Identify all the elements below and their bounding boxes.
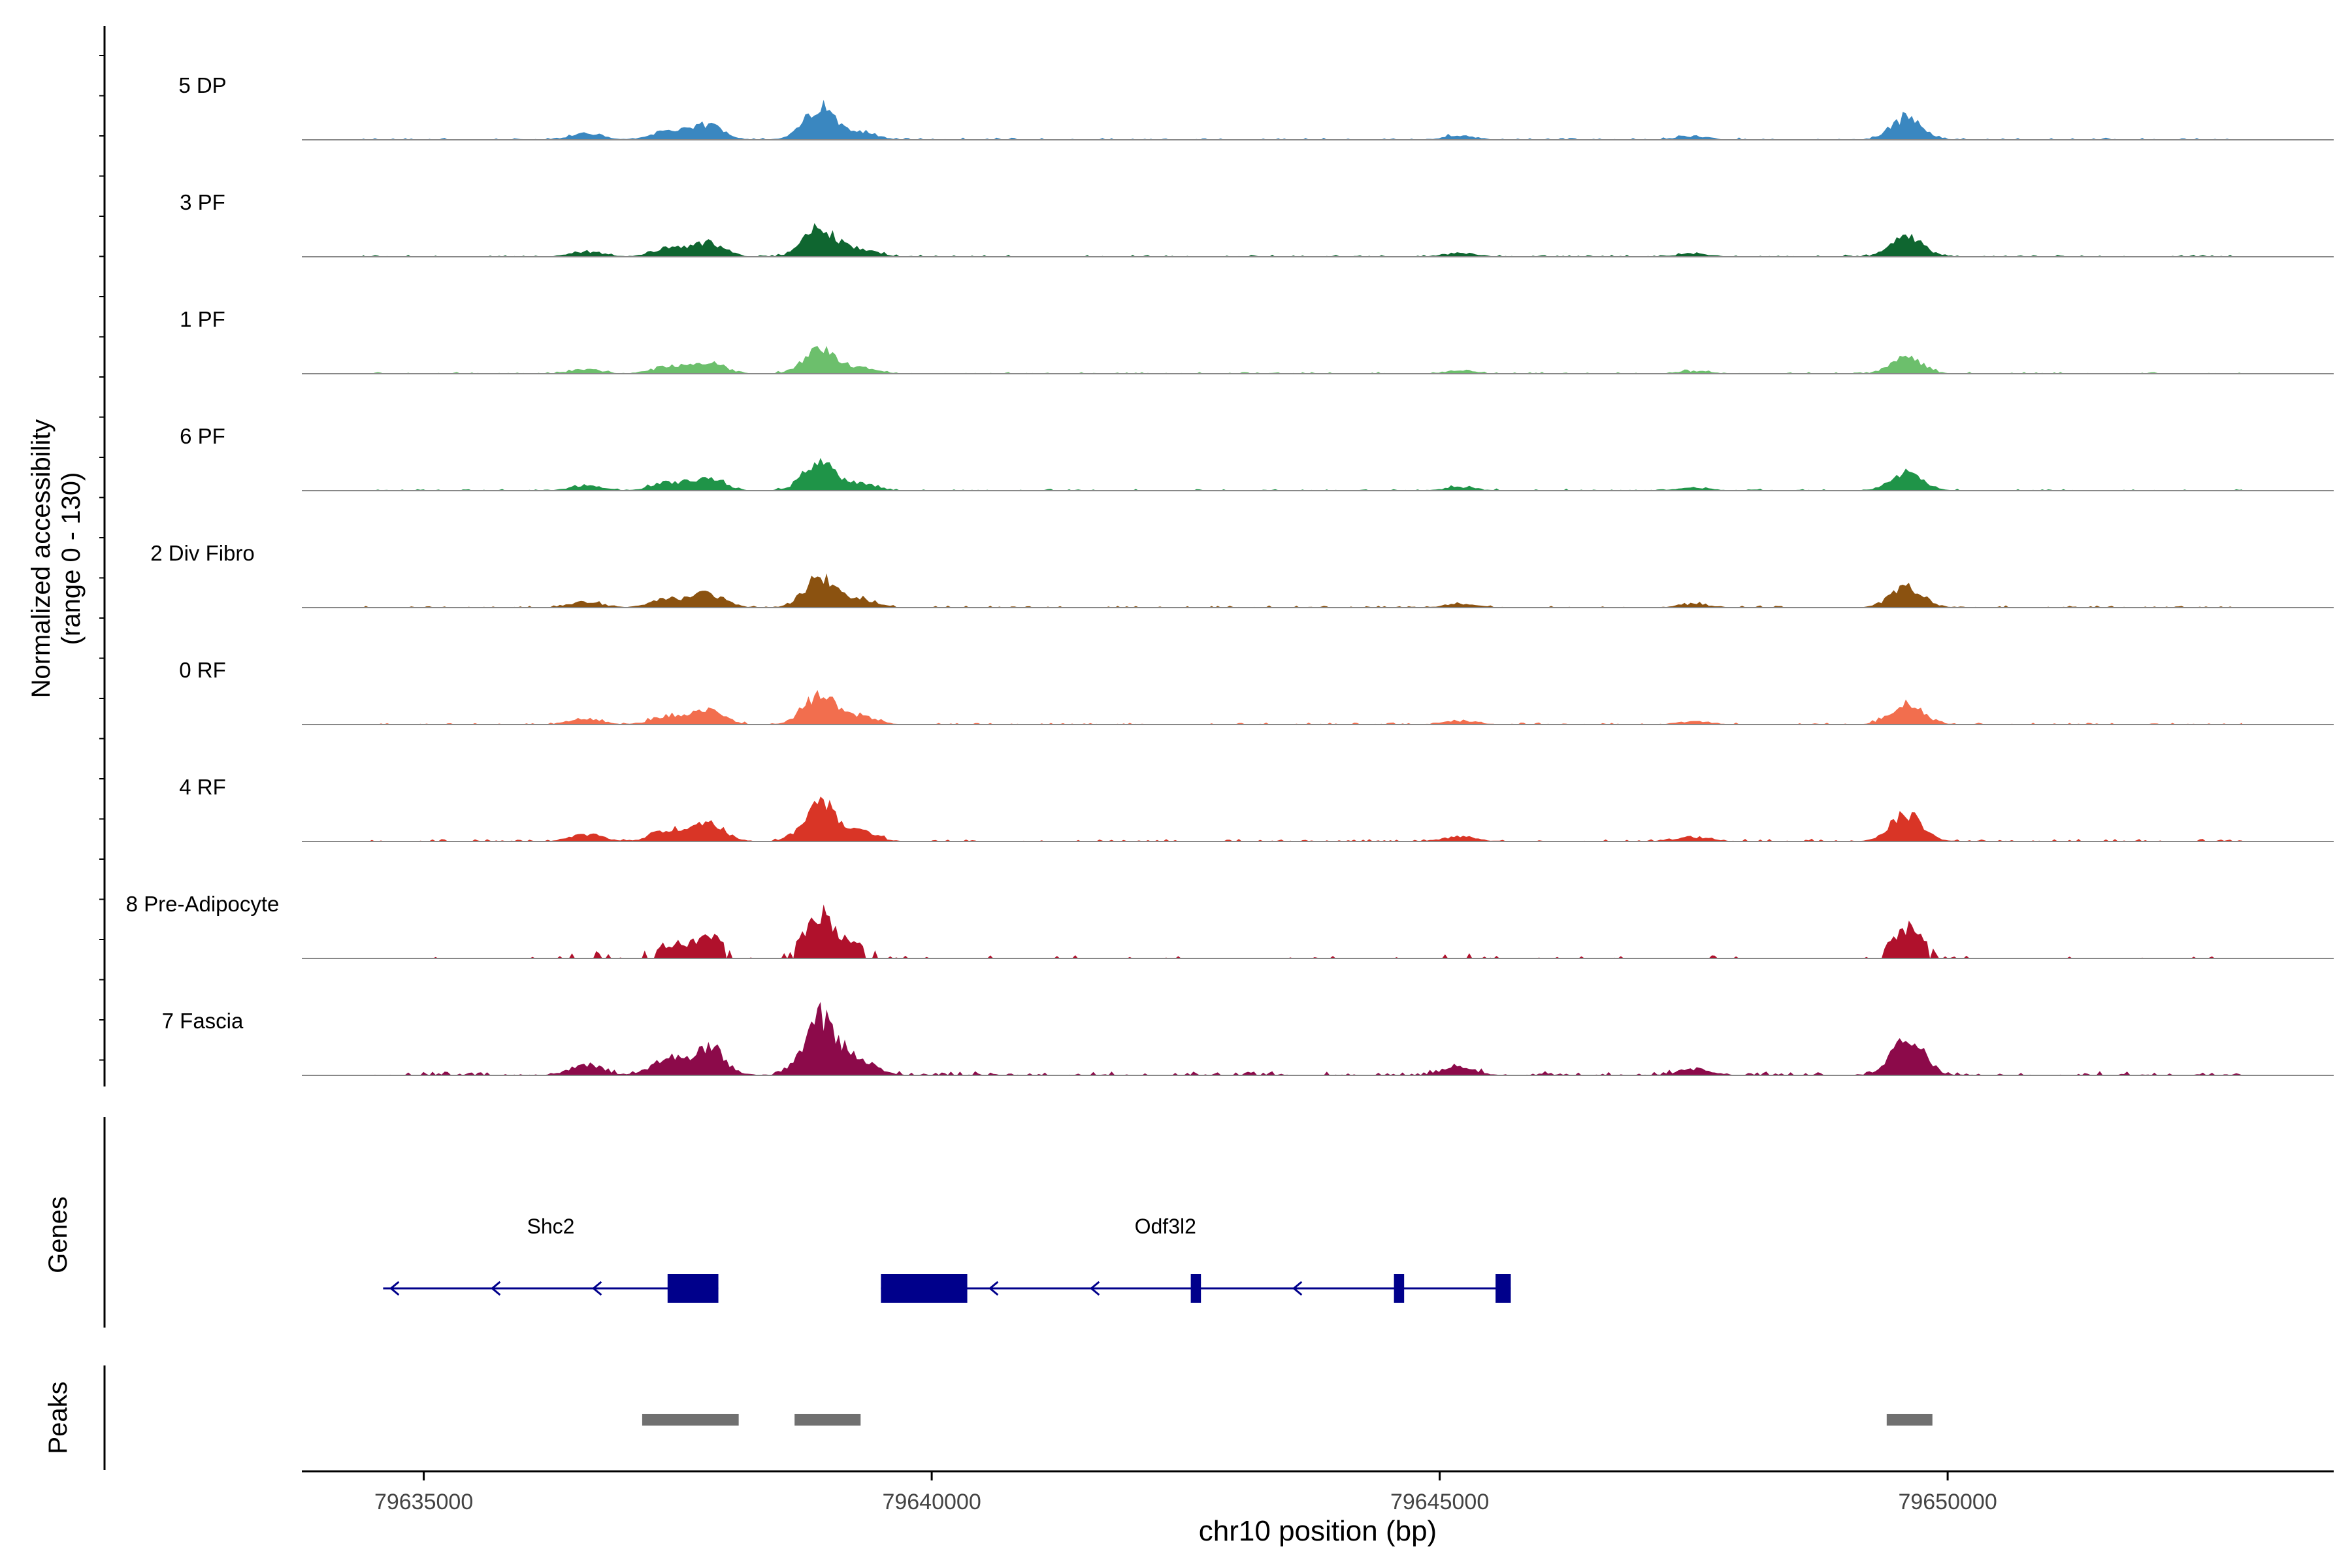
exon	[881, 1274, 968, 1303]
track-4: 6 PF	[180, 424, 2334, 491]
track-9: 7 Fascia	[162, 1002, 2334, 1076]
gene-label: Odf3l2	[1135, 1215, 1196, 1238]
track-6: 0 RF	[179, 658, 2334, 725]
track-7: 4 RF	[179, 775, 2334, 842]
coverage-area	[363, 690, 2242, 725]
track-2: 3 PF	[180, 190, 2334, 257]
coverage-area	[363, 223, 2242, 257]
x-tick-label: 79650000	[1898, 1490, 1997, 1514]
strand-arrow	[389, 1281, 400, 1296]
coverage-tracks: 5 DP 3 PF 1 PF 6 PF 2 Div Fibro 0 RF 4 RF 8 Pre…	[126, 73, 2334, 1076]
gene-shc2: Shc2	[383, 1215, 719, 1303]
peak-bar	[1886, 1414, 1933, 1426]
coverage-area	[363, 457, 2242, 491]
track-label: 5 DP	[178, 73, 226, 97]
x-tick-label: 79640000	[882, 1490, 981, 1514]
track-3: 1 PF	[180, 307, 2334, 374]
x-tick-label: 79645000	[1390, 1490, 1489, 1514]
strand-arrow	[592, 1281, 602, 1296]
track-label: 7 Fascia	[162, 1009, 244, 1033]
peak-bar	[794, 1414, 861, 1426]
exon	[1190, 1274, 1201, 1303]
track-label: 4 RF	[179, 775, 226, 799]
gene-odf3l2: Odf3l2	[881, 1215, 1511, 1303]
gene-annotations: Shc2 Odf3l2	[383, 1215, 1511, 1303]
exon	[667, 1274, 719, 1303]
track-8: 8 Pre-Adipocyte	[126, 892, 2334, 959]
coverage-area	[363, 1002, 2242, 1075]
track-label: 3 PF	[180, 190, 225, 214]
coverage-area	[363, 796, 2242, 841]
strand-arrow	[491, 1281, 501, 1296]
strand-arrow	[1292, 1281, 1303, 1296]
coverage-area	[363, 904, 2242, 958]
strand-arrow	[988, 1281, 999, 1296]
x-tick-label: 79635000	[374, 1490, 473, 1514]
coverage-y-axis	[99, 26, 106, 1086]
peaks-panel-label: Peaks	[44, 1381, 73, 1454]
gene-label: Shc2	[527, 1215, 575, 1238]
exon	[1394, 1274, 1405, 1303]
track-1: 5 DP	[178, 73, 2334, 140]
coverage-area	[363, 99, 2242, 140]
y-axis-title-line2: (range 0 - 130)	[57, 472, 86, 645]
y-axis-title-line1: Normalized accessibility	[27, 419, 56, 698]
track-label: 0 RF	[179, 658, 226, 682]
genes-panel-label: Genes	[44, 1196, 73, 1273]
track-label: 2 Div Fibro	[150, 541, 255, 565]
coverage-area	[363, 346, 2242, 374]
peak-bar	[642, 1414, 739, 1426]
x-axis-ticks: 79635000 79640000 79645000 79650000	[374, 1471, 1997, 1514]
track-label: 1 PF	[180, 307, 225, 331]
x-axis-title: chr10 position (bp)	[1199, 1515, 1437, 1547]
exon	[1495, 1274, 1511, 1303]
peak-regions	[642, 1414, 1933, 1426]
track-label: 8 Pre-Adipocyte	[126, 892, 280, 916]
coverage-area	[363, 573, 2242, 608]
track-label: 6 PF	[180, 424, 225, 448]
strand-arrow	[1090, 1281, 1100, 1296]
track-5: 2 Div Fibro	[150, 541, 2334, 608]
